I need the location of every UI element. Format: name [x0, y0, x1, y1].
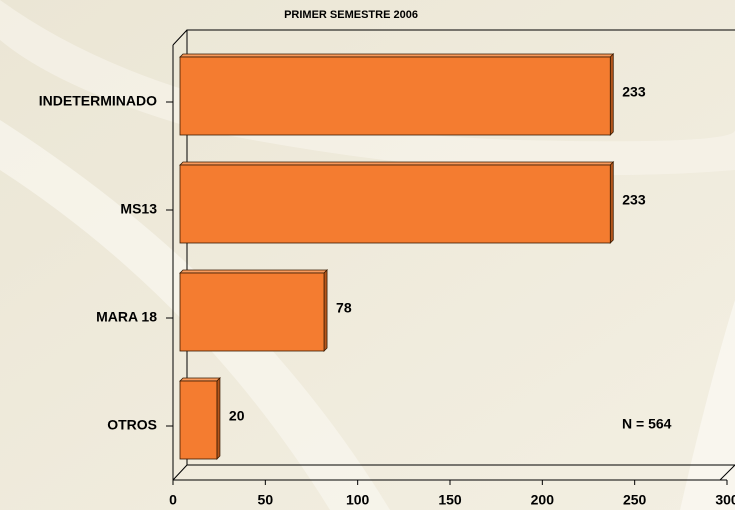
bar-side [609, 53, 614, 136]
x-tick-label: 300 [715, 492, 735, 508]
bar-top [179, 269, 329, 274]
back-wall [186, 29, 735, 466]
x-tick-label: 0 [169, 492, 177, 508]
data-label: 78 [336, 300, 352, 316]
x-tick-label: 200 [531, 492, 555, 508]
bar-top [179, 53, 615, 58]
bar-side [609, 161, 614, 244]
frame-edge [172, 29, 188, 46]
y-tick-label: OTROS [107, 417, 157, 433]
annotation: N = 564 [622, 416, 672, 432]
x-tick-label: 50 [258, 492, 274, 508]
bar-top [179, 377, 221, 382]
data-label: 20 [229, 408, 245, 424]
bar [179, 272, 325, 352]
data-label: 233 [622, 84, 646, 100]
bar-top [179, 161, 615, 166]
y-tick-label: MARA 18 [96, 309, 157, 325]
swoosh [680, 300, 735, 510]
frame-edge [719, 464, 735, 481]
x-tick-label: 100 [346, 492, 370, 508]
bar-side [216, 377, 221, 460]
bar [179, 380, 218, 460]
chart-title: PRIMER SEMESTRE 2006 [284, 9, 418, 21]
frame-edge [172, 464, 188, 481]
bar [179, 56, 611, 136]
data-label: 233 [622, 192, 646, 208]
bar-side [323, 269, 328, 352]
x-tick-label: 250 [623, 492, 647, 508]
bar [179, 164, 611, 244]
x-tick-label: 150 [438, 492, 462, 508]
swoosh [0, 0, 735, 175]
y-tick-label: MS13 [120, 201, 157, 217]
y-tick-label: INDETERMINADO [39, 93, 157, 109]
